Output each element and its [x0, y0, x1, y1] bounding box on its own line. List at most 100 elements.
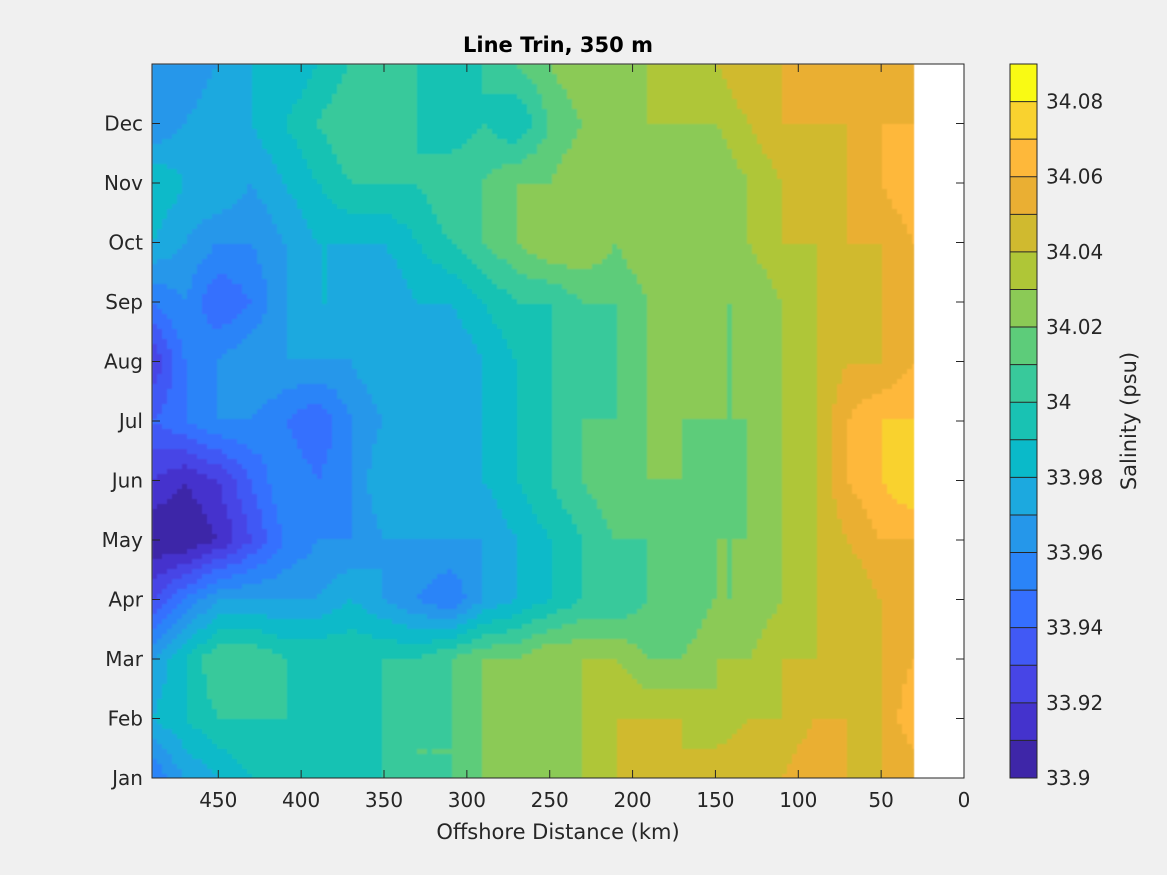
contour-cell	[622, 219, 628, 225]
contour-cell	[912, 139, 914, 145]
contour-cell	[617, 139, 623, 145]
contour-cell	[617, 79, 623, 85]
contour-cell	[512, 209, 518, 215]
contour-cell	[427, 114, 433, 120]
contour-cell	[572, 174, 578, 180]
contour-cell	[207, 174, 213, 180]
contour-cell	[537, 159, 543, 165]
contour-cell	[767, 104, 773, 110]
contour-cell	[482, 154, 488, 160]
contour-cell	[307, 224, 313, 230]
contour-cell	[227, 84, 233, 90]
contour-cell	[537, 219, 543, 225]
contour-cell	[527, 199, 533, 205]
contour-cell	[742, 149, 748, 155]
contour-cell	[472, 209, 478, 215]
contour-cell	[177, 164, 183, 170]
contour-cell	[637, 189, 643, 195]
contour-cell	[907, 204, 913, 210]
contour-cell	[367, 124, 373, 130]
contour-cell	[732, 194, 738, 200]
contour-cell	[717, 109, 723, 115]
contour-cell	[227, 189, 233, 195]
contour-cell	[282, 159, 288, 165]
contour-cell	[752, 189, 758, 195]
contour-cell	[742, 114, 748, 120]
contour-cell	[727, 64, 733, 70]
contour-cell	[277, 124, 283, 130]
contour-cell	[362, 214, 368, 220]
contour-cell	[252, 89, 258, 95]
contour-cell	[302, 154, 308, 160]
contour-cell	[892, 204, 898, 210]
contour-cell	[582, 79, 588, 85]
contour-cell	[872, 134, 878, 140]
contour-cell	[242, 174, 248, 180]
contour-cell	[337, 79, 343, 85]
contour-cell	[557, 174, 563, 180]
contour-cell	[642, 174, 648, 180]
contour-cell	[627, 189, 633, 195]
contour-cell	[452, 199, 458, 205]
contour-cell	[317, 199, 323, 205]
contour-cell	[182, 124, 188, 130]
contour-cell	[742, 119, 748, 125]
contour-cell	[727, 189, 733, 195]
contour-cell	[177, 94, 183, 100]
contour-cell	[297, 204, 303, 210]
contour-cell	[332, 199, 338, 205]
contour-cell	[322, 214, 328, 220]
contour-cell	[247, 224, 253, 230]
contour-cell	[227, 69, 233, 75]
contour-cell	[197, 149, 203, 155]
contour-cell	[667, 129, 673, 135]
contour-cell	[337, 169, 343, 175]
contour-cell	[412, 209, 418, 215]
contour-cell	[847, 154, 853, 160]
contour-cell	[857, 134, 863, 140]
contour-cell	[327, 209, 333, 215]
contour-cell	[167, 194, 173, 200]
contour-cell	[297, 144, 303, 150]
contour-cell	[542, 69, 548, 75]
contour-cell	[277, 104, 283, 110]
contour-cell	[267, 119, 273, 125]
contour-cell	[492, 169, 498, 175]
contour-cell	[692, 74, 698, 80]
contour-cell	[282, 214, 288, 220]
contour-cell	[482, 104, 488, 110]
contour-cell	[527, 144, 533, 150]
contour-cell	[337, 164, 343, 170]
contour-cell	[362, 164, 368, 170]
contour-cell	[362, 144, 368, 150]
contour-cell	[712, 194, 718, 200]
contour-cell	[817, 104, 823, 110]
contour-cell	[222, 84, 228, 90]
contour-cell	[282, 149, 288, 155]
contour-cell	[812, 79, 818, 85]
contour-cell	[627, 94, 633, 100]
contour-cell	[302, 109, 308, 115]
contour-cell	[577, 109, 583, 115]
contour-cell	[642, 154, 648, 160]
contour-cell	[492, 199, 498, 205]
contour-cell	[672, 154, 678, 160]
contour-cell	[637, 119, 643, 125]
contour-cell	[697, 144, 703, 150]
contour-cell	[397, 129, 403, 135]
contour-cell	[632, 199, 638, 205]
contour-cell	[297, 134, 303, 140]
contour-cell	[237, 114, 243, 120]
contour-cell	[852, 79, 858, 85]
contour-cell	[762, 174, 768, 180]
contour-cell	[657, 159, 663, 165]
contour-cell	[247, 94, 253, 100]
contour-cell	[447, 69, 453, 75]
contour-cell	[152, 99, 158, 105]
contour-cell	[442, 169, 448, 175]
contour-cell	[312, 74, 318, 80]
contour-cell	[292, 124, 298, 130]
contour-cell	[692, 64, 698, 70]
contour-cell	[247, 189, 253, 195]
contour-cell	[692, 164, 698, 170]
